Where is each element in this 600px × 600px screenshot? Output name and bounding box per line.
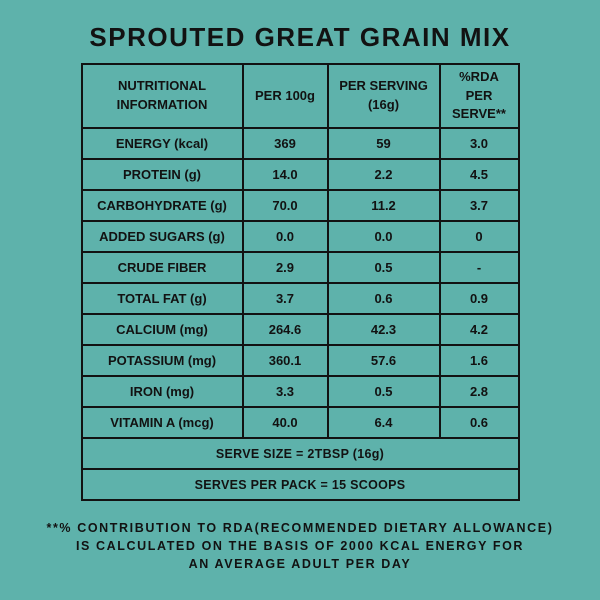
nutrient-label: TOTAL FAT (g) — [80, 282, 244, 315]
value-per-100g: 2.9 — [241, 251, 329, 284]
nutrition-table: NUTRITIONAL INFORMATION PER 100g PER SER… — [80, 63, 520, 501]
value-rda-per-serve: - — [438, 251, 520, 284]
table-header-row: NUTRITIONAL INFORMATION PER 100g PER SER… — [80, 63, 520, 129]
header-line: SERVE** — [452, 106, 506, 122]
table-row: VITAMIN A (mcg) 40.0 6.4 0.6 — [80, 406, 520, 439]
value-per-serving: 6.4 — [326, 406, 441, 439]
value-per-serving: 59 — [326, 127, 441, 160]
value-per-100g: 3.3 — [241, 375, 329, 408]
table-row: CRUDE FIBER 2.9 0.5 - — [80, 251, 520, 284]
value-rda-per-serve: 4.2 — [438, 313, 520, 346]
header-line: PER 100g — [255, 87, 315, 103]
value-per-serving: 0.5 — [326, 251, 441, 284]
value-per-100g: 369 — [241, 127, 329, 160]
header-per-serving: PER SERVING (16g) — [326, 63, 441, 129]
value-per-serving: 0.0 — [326, 220, 441, 253]
value-per-serving: 0.5 — [326, 375, 441, 408]
nutrient-label: POTASSIUM (mg) — [80, 344, 244, 377]
value-per-serving: 0.6 — [326, 282, 441, 315]
value-per-serving: 2.2 — [326, 158, 441, 191]
nutrient-label: PROTEIN (g) — [80, 158, 244, 191]
header-line: (16g) — [367, 97, 400, 112]
header-per-100g: PER 100g — [241, 63, 329, 129]
value-per-100g: 264.6 — [241, 313, 329, 346]
header-line: INFORMATION — [116, 97, 208, 112]
table-row: POTASSIUM (mg) 360.1 57.6 1.6 — [80, 344, 520, 377]
nutrient-label: ENERGY (kcal) — [80, 127, 244, 160]
header-rda-per-serve: %RDA PER SERVE** — [438, 63, 520, 129]
value-rda-per-serve: 3.0 — [438, 127, 520, 160]
table-row: ADDED SUGARS (g) 0.0 0.0 0 — [80, 220, 520, 253]
value-rda-per-serve: 0.9 — [438, 282, 520, 315]
serves-per-pack-note: SERVES PER PACK = 15 SCOOPS — [80, 468, 520, 501]
table-row: ENERGY (kcal) 369 59 3.0 — [80, 127, 520, 160]
header-line: NUTRITIONAL — [117, 78, 207, 94]
serve-size-note: SERVE SIZE = 2TBSP (16g) — [80, 437, 520, 470]
value-rda-per-serve: 0 — [438, 220, 520, 253]
header-line: PER — [465, 87, 493, 103]
value-per-100g: 14.0 — [241, 158, 329, 191]
rda-footnote-line-3: AN AVERAGE ADULT PER DAY — [188, 557, 412, 572]
nutrient-label: IRON (mg) — [80, 375, 244, 408]
value-rda-per-serve: 1.6 — [438, 344, 520, 377]
value-rda-per-serve: 2.8 — [438, 375, 520, 408]
table-row: CALCIUM (mg) 264.6 42.3 4.2 — [80, 313, 520, 346]
value-rda-per-serve: 3.7 — [438, 189, 520, 222]
serves-per-pack-row: SERVES PER PACK = 15 SCOOPS — [80, 468, 520, 501]
nutrient-label: ADDED SUGARS (g) — [80, 220, 244, 253]
header-nutritional-information: NUTRITIONAL INFORMATION — [80, 63, 244, 129]
header-line: PER SERVING — [339, 78, 428, 94]
value-per-100g: 70.0 — [241, 189, 329, 222]
value-per-serving: 42.3 — [326, 313, 441, 346]
value-per-100g: 40.0 — [241, 406, 329, 439]
value-per-serving: 57.6 — [326, 344, 441, 377]
value-per-100g: 360.1 — [241, 344, 329, 377]
rda-footnote-line-1: **% CONTRIBUTION TO RDA(RECOMMENDED DIET… — [46, 521, 554, 535]
table-row: CARBOHYDRATE (g) 70.0 11.2 3.7 — [80, 189, 520, 222]
value-rda-per-serve: 4.5 — [438, 158, 520, 191]
serve-size-row: SERVE SIZE = 2TBSP (16g) — [80, 437, 520, 470]
value-per-100g: 0.0 — [241, 220, 329, 253]
table-row: TOTAL FAT (g) 3.7 0.6 0.9 — [80, 282, 520, 315]
rda-footnote-line-2: IS CALCULATED ON THE BASIS OF 2000 KCAL … — [75, 539, 525, 554]
table-row: PROTEIN (g) 14.0 2.2 4.5 — [80, 158, 520, 191]
rda-footnote: **% CONTRIBUTION TO RDA(RECOMMENDED DIET… — [30, 519, 570, 573]
page-title: SPROUTED GREAT GRAIN MIX — [89, 22, 511, 52]
nutrient-label: CALCIUM (mg) — [80, 313, 244, 346]
nutrient-label: VITAMIN A (mcg) — [80, 406, 244, 439]
value-rda-per-serve: 0.6 — [438, 406, 520, 439]
table-row: IRON (mg) 3.3 0.5 2.8 — [80, 375, 520, 408]
value-per-serving: 11.2 — [326, 189, 441, 222]
nutrient-label: CARBOHYDRATE (g) — [80, 189, 244, 222]
header-line: %RDA — [459, 68, 499, 84]
nutrient-label: CRUDE FIBER — [80, 251, 244, 284]
value-per-100g: 3.7 — [241, 282, 329, 315]
